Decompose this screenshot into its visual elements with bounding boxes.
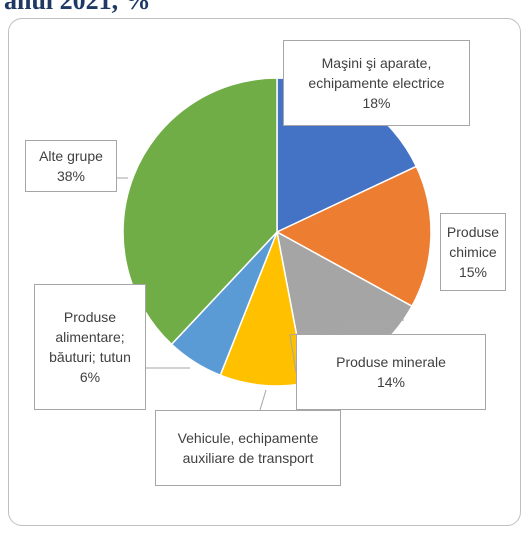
chart-frame: [8, 18, 521, 526]
category-label: Maşini şi aparate, echipamente electrice: [308, 55, 445, 91]
value-label: 6%: [79, 369, 101, 385]
category-label: Alte grupe: [39, 148, 103, 164]
data-label: Alte grupe 38%: [25, 140, 117, 192]
pie-slice: [275, 165, 432, 308]
category-label: Produse minerale: [336, 354, 446, 370]
data-label: Produse alimentare; băuturi; tutun 6%: [34, 284, 146, 410]
category-label: Vehicule, echipamente auxiliare de trans…: [177, 430, 319, 466]
data-label: Produse chimice 15%: [440, 213, 506, 291]
value-label: 14%: [376, 374, 406, 390]
leader-line: [289, 319, 405, 373]
category-label: Produse chimice: [446, 224, 500, 260]
value-label: 15%: [458, 264, 488, 280]
value-label: 18%: [362, 95, 391, 111]
data-label: Produse minerale 14%: [296, 334, 486, 410]
chart-title: anul 2021, %: [4, 0, 151, 15]
data-label: Vehicule, echipamente auxiliare de trans…: [155, 410, 341, 486]
value-label: 38%: [56, 168, 86, 184]
category-label: Produse alimentare; băuturi; tutun: [49, 309, 131, 365]
leader-line: [259, 389, 267, 411]
data-label: Maşini şi aparate, echipamente electrice…: [283, 40, 470, 126]
